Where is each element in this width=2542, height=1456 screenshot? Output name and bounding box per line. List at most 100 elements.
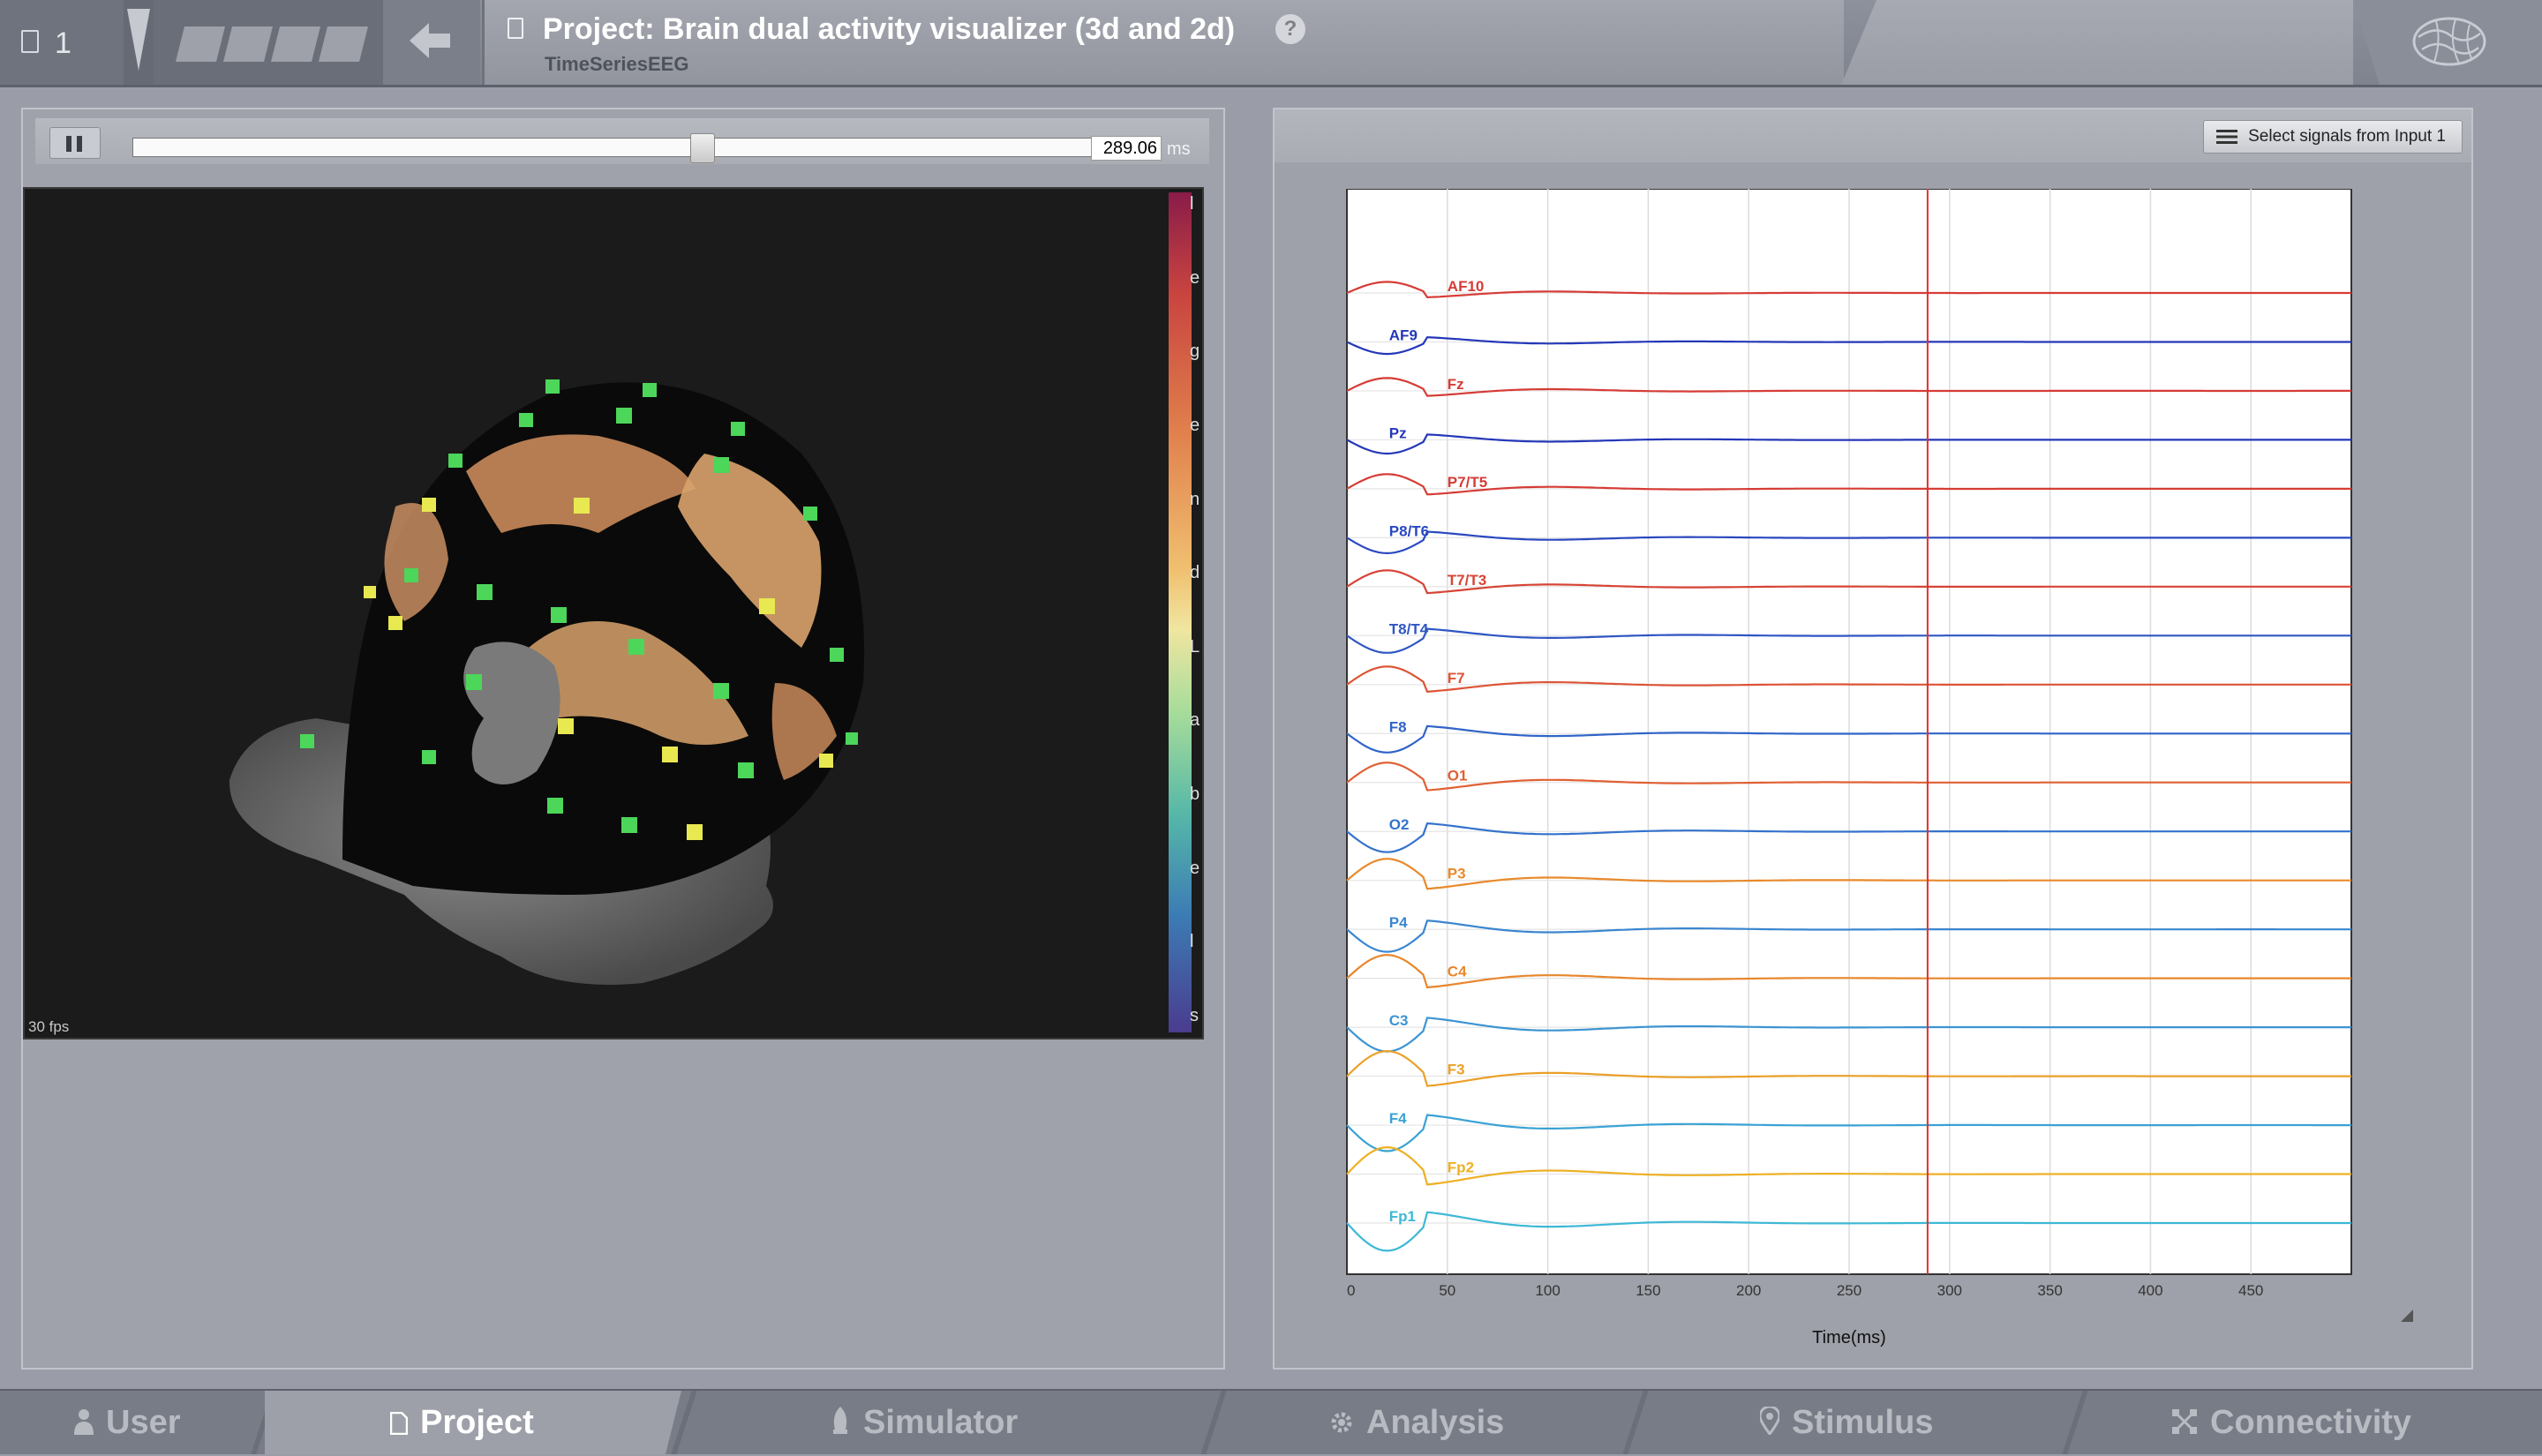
series-line <box>1346 954 2351 989</box>
colorbar-label: e <box>1190 858 1200 878</box>
help-button[interactable]: ? <box>1275 14 1305 44</box>
tab-connectivity-label: Connectivity <box>2210 1404 2412 1441</box>
pause-icon <box>66 136 71 152</box>
colorbar-label: d <box>1190 563 1200 583</box>
tab-project[interactable]: Project <box>265 1391 681 1454</box>
time-slider[interactable] <box>132 133 1098 163</box>
fps-counter: 30 fps <box>28 1018 70 1035</box>
series-label: C3 <box>1389 1012 1409 1029</box>
topbar-spacer <box>1841 0 2353 85</box>
workflow-steps <box>154 0 383 85</box>
connectivity-icon <box>2171 1392 2198 1456</box>
step-icon[interactable] <box>223 26 273 62</box>
eeg-chart[interactable]: AF10 AF9 Fz Pz P7/T5 P8/T6 T7/T3 T8/T4 F7 F8 O1 O2 P… <box>1336 189 2395 1371</box>
series-label: AF9 <box>1389 326 1418 343</box>
head-model <box>229 379 865 985</box>
series-line <box>1346 1017 2351 1053</box>
tab-connectivity[interactable]: Connectivity <box>2079 1391 2542 1454</box>
series-line <box>1346 473 2351 496</box>
series-line <box>1346 281 2351 299</box>
series-line <box>1346 1211 2351 1252</box>
user-icon <box>74 1392 94 1456</box>
colorbar <box>1169 192 1192 1032</box>
gear-icon <box>1329 1392 1354 1456</box>
tab-analysis[interactable]: Analysis <box>1218 1391 1633 1454</box>
activity-region <box>519 621 748 745</box>
location-pin-icon <box>1758 1392 1781 1456</box>
series-label: P4 <box>1389 914 1408 931</box>
x-tick-label: 450 <box>2238 1282 2263 1299</box>
tab-user[interactable]: User <box>0 1391 263 1454</box>
step-icon[interactable] <box>176 26 225 62</box>
series-line <box>1346 627 2351 654</box>
select-signals-label: Select signals from Input 1 <box>2248 127 2446 146</box>
select-signals-button[interactable]: Select signals from Input 1 <box>2203 120 2463 154</box>
series-line <box>1346 724 2351 754</box>
x-tick-label: 350 <box>2037 1282 2062 1299</box>
series-label: Pz <box>1389 424 1407 441</box>
colorbar-label: L <box>1190 636 1200 657</box>
series-line <box>1346 377 2351 397</box>
colorbar-label: l <box>1190 932 1194 952</box>
logo <box>2353 0 2542 85</box>
x-tick-label: 300 <box>1937 1282 1962 1299</box>
x-tick-label: 150 <box>1636 1282 1660 1299</box>
title-area: Project: Brain dual activity visualizer … <box>482 0 1844 85</box>
ear <box>463 642 560 784</box>
series-label: P7/T5 <box>1448 474 1487 491</box>
rocket-icon <box>830 1392 851 1456</box>
tab-user-label: User <box>106 1404 181 1441</box>
series-label: Fz <box>1448 376 1464 393</box>
colorbar-label: b <box>1190 784 1200 805</box>
back-button[interactable] <box>383 0 480 85</box>
page-title: Project: Brain dual activity visualizer … <box>543 12 1236 46</box>
series-line <box>1346 1049 2351 1087</box>
series-line <box>1346 569 2351 595</box>
series-label: P8/T6 <box>1389 522 1429 539</box>
tab-project-label: Project <box>420 1404 534 1441</box>
dropdown-wedge[interactable] <box>124 0 154 85</box>
brain-3d-panel: ms <box>21 108 1225 1370</box>
series-label: C4 <box>1448 964 1467 980</box>
activity-region <box>678 454 822 648</box>
x-tick-label: 100 <box>1535 1282 1560 1299</box>
time-slider-handle[interactable] <box>690 133 716 163</box>
step-icon[interactable] <box>271 26 320 62</box>
colorbar-label: s <box>1190 1006 1199 1025</box>
project-counter[interactable]: 1 <box>0 0 124 85</box>
pause-icon <box>77 136 82 152</box>
series-label: Fp2 <box>1448 1160 1474 1176</box>
tab-simulator[interactable]: Simulator <box>688 1391 1211 1454</box>
x-tick-label: 400 <box>2138 1282 2162 1299</box>
series-line <box>1346 1114 2351 1152</box>
document-icon <box>21 30 39 53</box>
series-label: O2 <box>1389 816 1410 833</box>
time-unit: ms <box>1167 139 1191 159</box>
series-line <box>1346 336 2351 356</box>
series-label: T7/T3 <box>1448 572 1486 589</box>
document-icon <box>508 18 523 39</box>
tab-stimulus[interactable]: Stimulus <box>1640 1391 2072 1454</box>
step-icon[interactable] <box>319 26 368 62</box>
colorbar-label: e <box>1190 267 1200 288</box>
x-tick-label: 50 <box>1439 1282 1455 1299</box>
series-line <box>1346 665 2351 693</box>
series-line <box>1346 919 2351 953</box>
activity-region <box>384 503 448 621</box>
time-input[interactable] <box>1091 136 1162 161</box>
series-label: AF10 <box>1448 278 1485 295</box>
pause-button[interactable] <box>49 127 101 159</box>
colorbar-label: n <box>1190 489 1200 509</box>
bottom-navigation: User Project Simulator Analysis Stimulus… <box>0 1389 2542 1454</box>
x-tick-label: 250 <box>1837 1282 1861 1299</box>
resize-handle-icon[interactable] <box>2401 1310 2413 1322</box>
colorbar-label: a <box>1190 710 1200 731</box>
activity-region <box>771 683 837 780</box>
series-label: Fp1 <box>1389 1208 1416 1225</box>
series-label: F7 <box>1448 670 1465 687</box>
x-axis-label: Time(ms) <box>1812 1328 1886 1347</box>
series-label: F3 <box>1448 1062 1465 1078</box>
top-bar: 1 Project: Brain dual activity visualize… <box>0 0 2542 87</box>
series-label: P3 <box>1448 866 1466 882</box>
